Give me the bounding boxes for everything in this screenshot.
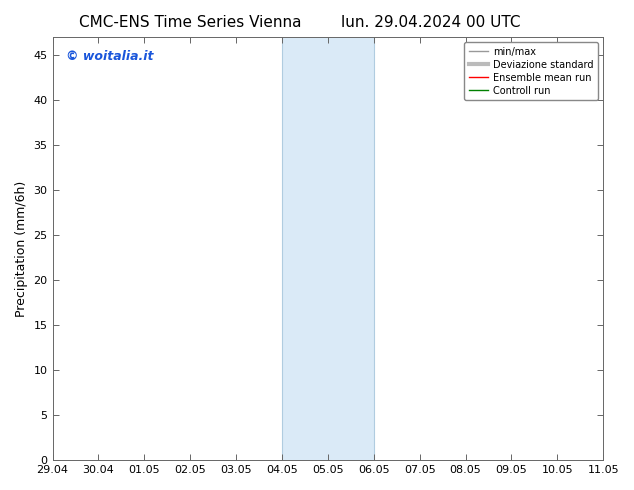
Y-axis label: Precipitation (mm/6h): Precipitation (mm/6h) (15, 180, 28, 317)
Text: lun. 29.04.2024 00 UTC: lun. 29.04.2024 00 UTC (341, 15, 521, 30)
Bar (282, 37, 374, 460)
Text: © woitalia.it: © woitalia.it (67, 50, 154, 63)
Legend: min/max, Deviazione standard, Ensemble mean run, Controll run: min/max, Deviazione standard, Ensemble m… (464, 42, 598, 100)
Text: CMC-ENS Time Series Vienna: CMC-ENS Time Series Vienna (79, 15, 301, 30)
